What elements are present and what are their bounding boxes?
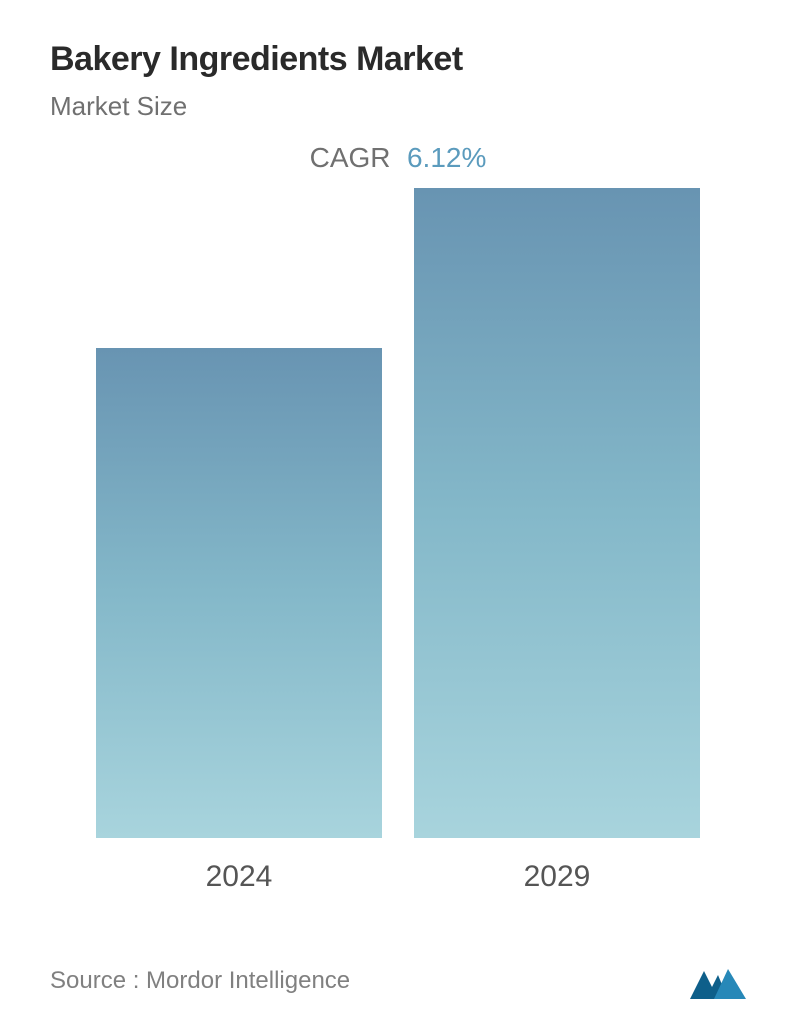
chart-title: Bakery Ingredients Market xyxy=(50,40,746,79)
bar-2029 xyxy=(414,188,700,838)
chart-footer: Source : Mordor Intelligence xyxy=(50,963,746,999)
bar-chart: 2024 2029 xyxy=(50,234,746,894)
bar-2024-label: 2024 xyxy=(206,860,273,894)
bar-2024-wrapper: 2024 xyxy=(96,348,382,894)
cagr-container: CAGR 6.12% xyxy=(50,142,746,174)
bar-2029-wrapper: 2029 xyxy=(414,188,700,894)
source-text: Source : Mordor Intelligence xyxy=(50,967,350,995)
cagr-value: 6.12% xyxy=(407,142,486,173)
bar-2029-label: 2029 xyxy=(524,860,591,894)
bar-2024 xyxy=(96,348,382,838)
mordor-logo-icon xyxy=(690,963,746,999)
chart-subtitle: Market Size xyxy=(50,91,746,122)
cagr-label: CAGR xyxy=(310,142,391,173)
